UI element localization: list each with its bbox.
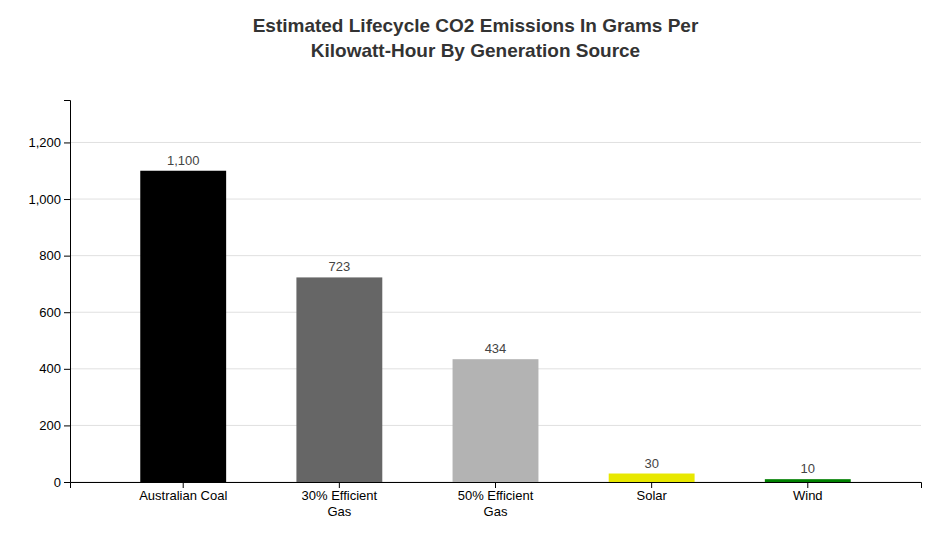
x-tick-label: Australian Coal — [139, 488, 227, 503]
x-tick: Wind — [793, 482, 823, 503]
title-line: Kilowatt-Hour By Generation Source — [311, 40, 640, 61]
y-tick: 200 — [39, 418, 70, 433]
bar — [453, 359, 539, 482]
y-tick-mark — [64, 256, 70, 257]
y-tick-label: 600 — [39, 305, 61, 320]
y-tick-mark — [64, 425, 70, 426]
grid-line — [70, 142, 921, 143]
y-tick-label: 1,000 — [28, 192, 61, 207]
data-label: 1,100 — [167, 153, 200, 168]
x-tick-label: 50% EfficientGas — [458, 488, 534, 519]
chart: Estimated Lifecycle CO2 Emissions In Gra… — [0, 0, 951, 552]
x-tick-label-line: Solar — [636, 488, 667, 503]
y-tick-mark — [64, 199, 70, 200]
x-tick: 30% EfficientGas — [302, 482, 378, 519]
x-tick-label: Wind — [793, 488, 823, 503]
x-tick-mark — [807, 482, 808, 488]
x-tick-mark — [183, 482, 184, 488]
y-tick-label: 200 — [39, 418, 61, 433]
x-tick-mark — [651, 482, 652, 488]
x-axis-line — [71, 483, 922, 489]
x-tick: Australian Coal — [139, 482, 227, 503]
title-line: Estimated Lifecycle CO2 Emissions In Gra… — [253, 15, 699, 36]
bar — [609, 474, 695, 482]
y-tick-label: 0 — [54, 475, 61, 490]
x-tick-label: 30% EfficientGas — [302, 488, 378, 519]
x-tick-label-line: Gas — [327, 504, 351, 519]
plot: 1,100 723 434 30 10 0 200 400 600 800 1,000 1,200 Au… — [28, 101, 921, 519]
y-tick-mark — [64, 142, 70, 143]
title: Estimated Lifecycle CO2 Emissions In Gra… — [253, 15, 699, 61]
x-tick-mark — [495, 482, 496, 488]
bar — [765, 479, 851, 482]
data-label: 434 — [485, 341, 507, 356]
x-tick-label-line: 50% Efficient — [458, 488, 534, 503]
y-tick-label: 1,200 — [28, 135, 61, 150]
grid — [70, 142, 921, 482]
x-axis: Australian Coal30% EfficientGas50% Effic… — [71, 482, 922, 519]
x-tick-label: Solar — [636, 488, 667, 503]
bar — [140, 171, 226, 482]
data-label: 723 — [329, 259, 351, 274]
y-tick: 400 — [39, 361, 70, 376]
y-tick-mark — [64, 312, 70, 313]
x-tick-label-line: Australian Coal — [139, 488, 227, 503]
x-tick-mark — [339, 482, 340, 488]
data-labels: 1,100 723 434 30 10 — [167, 153, 815, 476]
x-tick-label-line: 30% Efficient — [302, 488, 378, 503]
x-tick-label-line: Wind — [793, 488, 823, 503]
y-axis: 0 200 400 600 800 1,000 1,200 — [28, 101, 70, 490]
bar — [296, 277, 382, 482]
y-tick-mark — [64, 482, 70, 483]
x-tick: Solar — [636, 482, 667, 503]
y-tick: 0 — [54, 475, 70, 490]
y-tick: 1,000 — [28, 192, 70, 207]
data-label: 30 — [644, 456, 658, 471]
data-label: 10 — [801, 461, 815, 476]
bars — [140, 171, 850, 482]
x-tick: 50% EfficientGas — [458, 482, 534, 519]
y-tick: 800 — [39, 248, 70, 263]
y-tick-label: 800 — [39, 248, 61, 263]
y-tick-label: 400 — [39, 361, 61, 376]
x-tick-label-line: Gas — [484, 504, 508, 519]
y-tick: 1,200 — [28, 135, 70, 150]
y-axis-line — [64, 101, 71, 483]
y-tick-mark — [64, 369, 70, 370]
y-tick: 600 — [39, 305, 70, 320]
